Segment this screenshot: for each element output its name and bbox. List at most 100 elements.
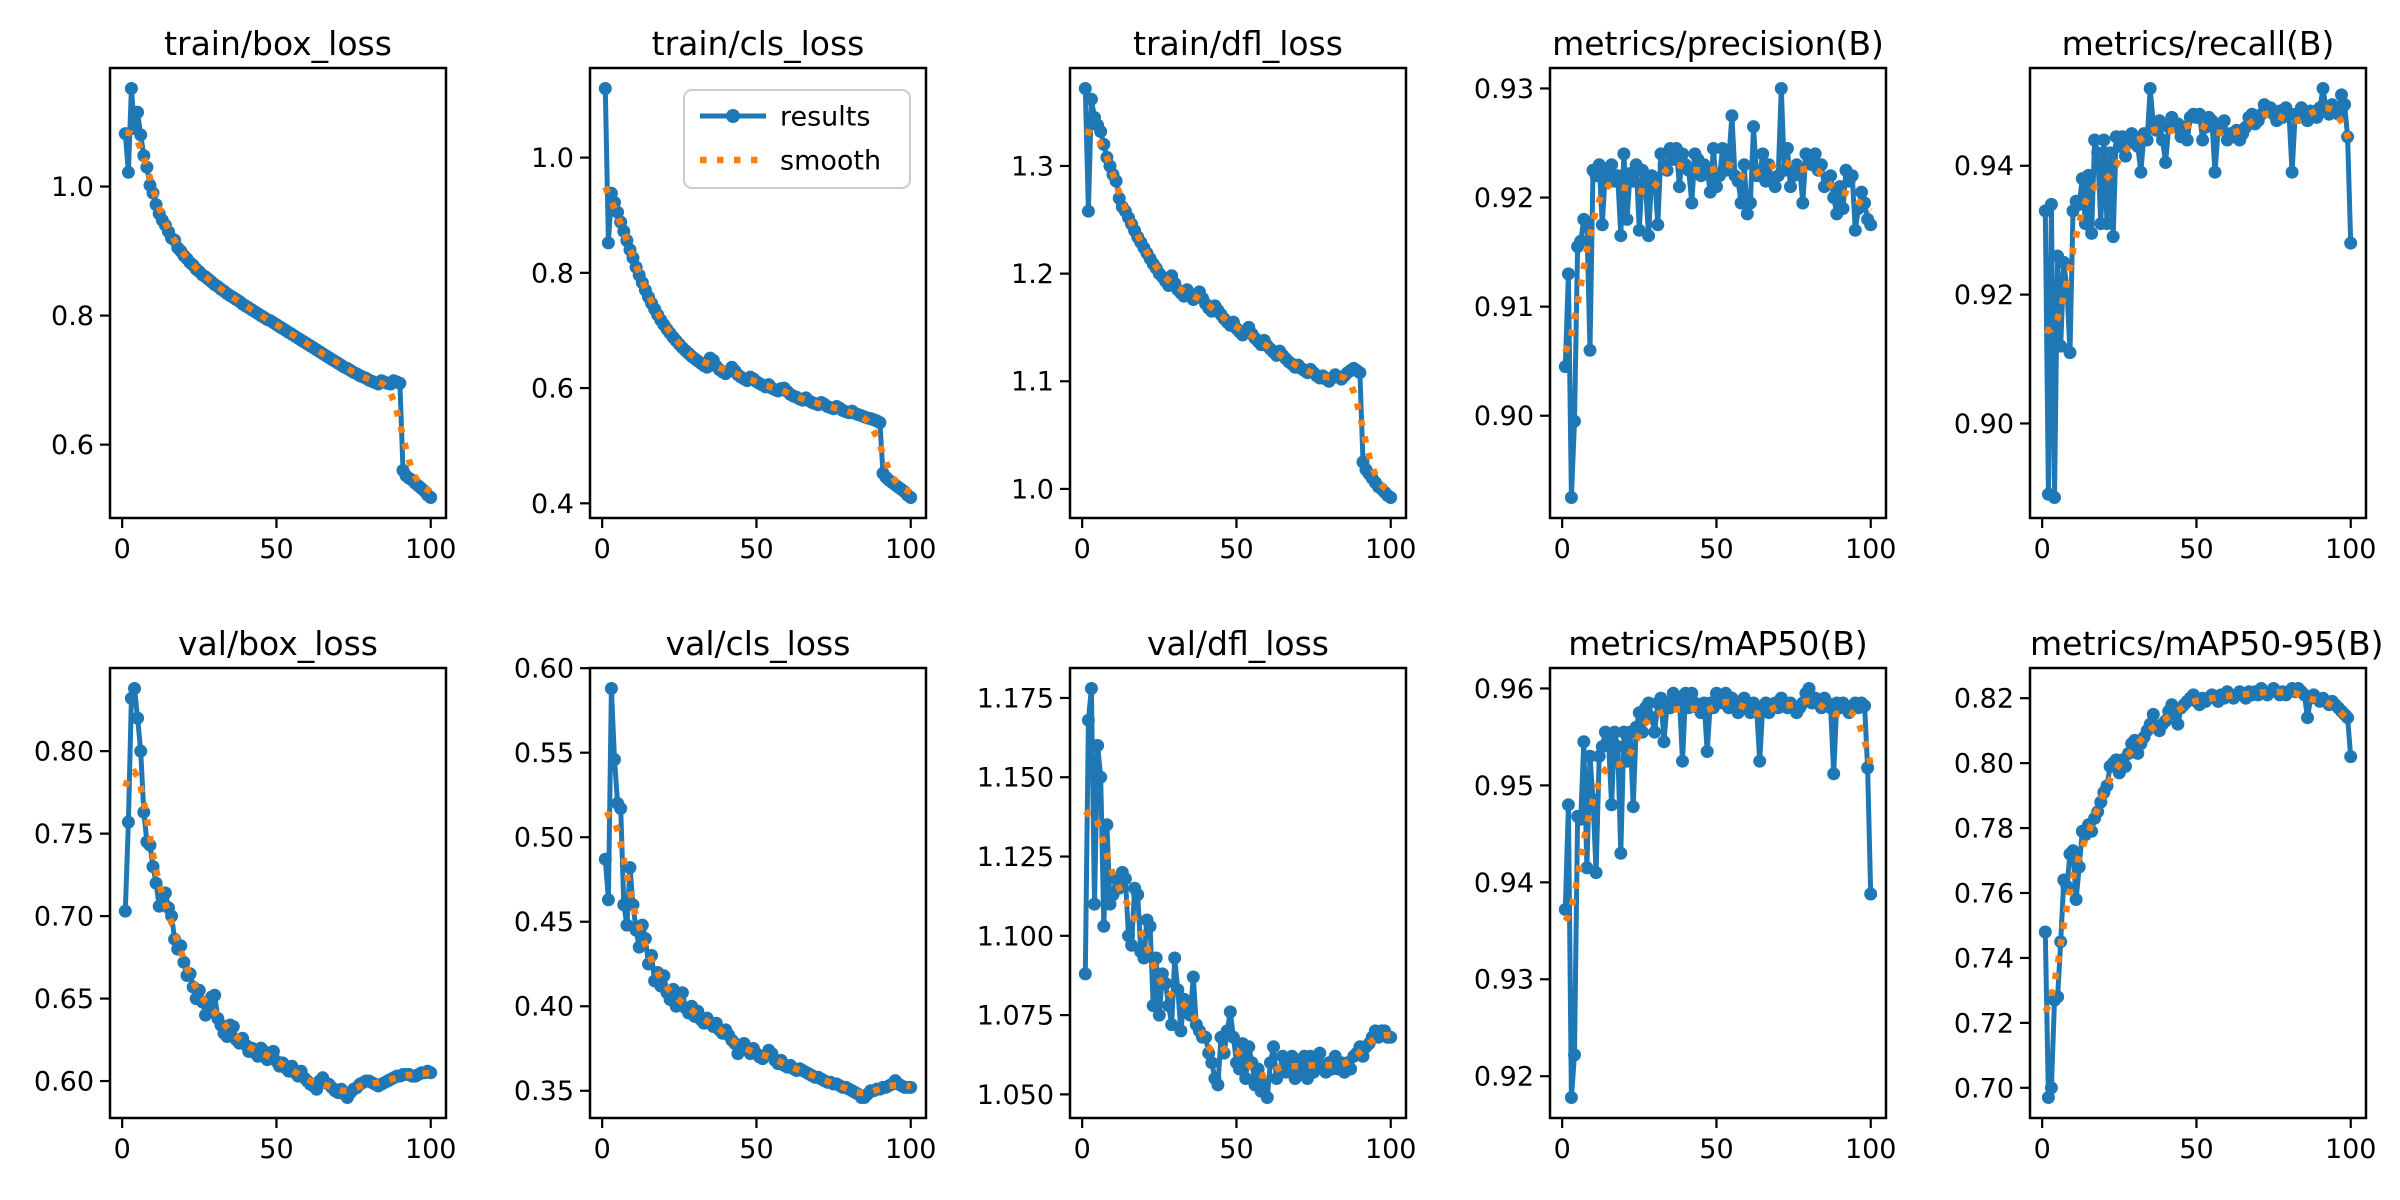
axes-frame xyxy=(588,666,928,1120)
axes-frame xyxy=(1068,66,1408,520)
results-line xyxy=(2042,86,2354,500)
y-tick-label: 0.96 xyxy=(1474,674,1534,705)
y-axis-ticks: 0.60 0.65 0.70 0.75 0.80 xyxy=(34,737,110,1097)
x-axis-ticks: 0 50 100 xyxy=(114,1118,457,1165)
y-tick-label: 1.1 xyxy=(1011,367,1054,398)
subplot-title: val/dfl_loss xyxy=(1146,624,1329,663)
legend-label-smooth: smooth xyxy=(780,145,881,176)
y-tick-label: 1.125 xyxy=(977,842,1054,873)
subplot-title: train/box_loss xyxy=(164,24,392,63)
smooth-line xyxy=(122,768,432,1095)
y-axis-ticks: 0.4 0.6 0.8 1.0 xyxy=(531,143,590,520)
axes-frame xyxy=(2028,666,2368,1120)
x-axis-ticks: 0 50 100 xyxy=(2034,1118,2377,1165)
y-tick-label: 1.175 xyxy=(977,683,1054,714)
x-tick-label: 50 xyxy=(1699,1134,1733,1165)
subplot-val-cls-loss: val/cls_loss 0.35 0.40 0.45 0.50 0.55 0.60 0 50… xyxy=(480,600,960,1200)
x-tick-label: 100 xyxy=(1365,1134,1417,1165)
subplot-train-dfl-loss: train/dfl_loss 1.0 1.1 1.2 1.3 0 50 100 xyxy=(960,0,1440,600)
y-tick-label: 0.60 xyxy=(34,1066,94,1097)
x-axis-ticks: 0 50 100 xyxy=(594,1118,937,1165)
y-tick-label: 1.0 xyxy=(51,172,94,203)
x-tick-label: 0 xyxy=(114,1134,131,1165)
axes-frame xyxy=(1548,66,1888,520)
x-axis-ticks: 0 50 100 xyxy=(114,518,457,565)
results-markers xyxy=(1078,82,1398,504)
x-tick-label: 50 xyxy=(2179,1134,2213,1165)
x-tick-label: 0 xyxy=(1554,1134,1571,1165)
subplot-title: metrics/recall(B) xyxy=(2061,24,2335,63)
y-tick-label: 0.94 xyxy=(1954,151,2014,182)
subplot-val-dfl-loss: val/dfl_loss 1.050 1.075 1.100 1.125 1.150 1.… xyxy=(960,600,1440,1200)
x-tick-label: 100 xyxy=(1845,534,1897,565)
x-tick-label: 0 xyxy=(1554,534,1571,565)
plot-canvas: 0.35 0.40 0.45 0.50 0.55 0.60 0 50 100 xyxy=(514,654,937,1165)
smooth-line xyxy=(125,129,433,495)
y-axis-ticks: 0.6 0.8 1.0 xyxy=(51,172,110,461)
results-markers xyxy=(598,682,918,1104)
plot-canvas: 0.6 0.8 1.0 0 50 100 xyxy=(51,66,457,565)
y-tick-label: 0.82 xyxy=(1954,684,2014,715)
y-tick-label: 0.8 xyxy=(531,258,574,289)
y-tick-label: 0.90 xyxy=(1474,401,1534,432)
smooth-line xyxy=(1084,128,1393,495)
x-axis-ticks: 0 50 100 xyxy=(1074,1118,1417,1165)
y-tick-label: 1.2 xyxy=(1011,259,1054,290)
y-tick-label: 0.50 xyxy=(514,823,574,854)
y-tick-label: 0.94 xyxy=(1474,868,1534,899)
y-tick-label: 1.150 xyxy=(977,763,1054,794)
x-tick-label: 100 xyxy=(405,1134,457,1165)
y-tick-label: 0.92 xyxy=(1474,183,1534,214)
subplot-title: metrics/mAP50(B) xyxy=(1568,624,1868,663)
y-tick-label: 0.70 xyxy=(1954,1073,2014,1104)
plot-canvas: 0.4 0.6 0.8 1.0 0 50 100 results smooth xyxy=(531,66,937,565)
results-markers xyxy=(118,82,438,504)
y-tick-label: 0.80 xyxy=(34,737,94,768)
y-tick-label: 1.075 xyxy=(977,1001,1054,1032)
y-tick-label: 0.80 xyxy=(1954,749,2014,780)
plot-canvas: 0.90 0.91 0.92 0.93 0 50 100 xyxy=(1474,66,1897,565)
results-markers xyxy=(2038,82,2358,504)
axes-frame xyxy=(2028,66,2368,520)
y-tick-label: 0.93 xyxy=(1474,965,1534,996)
subplot-train-cls-loss: train/cls_loss 0.4 0.6 0.8 1.0 0 50 100 results… xyxy=(480,0,960,600)
y-tick-label: 0.76 xyxy=(1954,878,2014,909)
x-tick-label: 100 xyxy=(885,534,937,565)
results-line xyxy=(122,86,433,500)
y-tick-label: 0.93 xyxy=(1474,74,1534,105)
y-tick-label: 0.78 xyxy=(1954,814,2014,845)
y-tick-label: 0.60 xyxy=(514,654,574,685)
y-tick-label: 0.72 xyxy=(1954,1008,2014,1039)
y-tick-label: 0.92 xyxy=(1474,1062,1534,1093)
results-markers xyxy=(118,682,438,1104)
y-tick-label: 0.45 xyxy=(514,907,574,938)
axes-frame xyxy=(108,666,448,1120)
x-tick-label: 50 xyxy=(259,534,293,565)
y-tick-label: 0.8 xyxy=(51,301,94,332)
y-tick-label: 0.65 xyxy=(34,984,94,1015)
plot-canvas: 1.050 1.075 1.100 1.125 1.150 1.175 0 50 100 xyxy=(977,666,1417,1165)
x-tick-label: 0 xyxy=(2034,1134,2051,1165)
legend: results smooth xyxy=(683,89,911,189)
x-axis-ticks: 0 50 100 xyxy=(2034,518,2377,565)
results-markers xyxy=(598,82,918,504)
smooth-line xyxy=(603,810,912,1097)
x-tick-label: 100 xyxy=(885,1134,937,1165)
smooth-line xyxy=(1083,809,1391,1079)
plot-canvas: 0.60 0.65 0.70 0.75 0.80 0 50 100 xyxy=(34,666,457,1165)
smooth-line xyxy=(2044,104,2354,334)
results-markers xyxy=(1558,682,1878,1104)
plot-canvas: 0.92 0.93 0.94 0.95 0.96 0 50 100 xyxy=(1474,666,1897,1165)
subplot-metrics-map50-95: metrics/mAP50-95(B) 0.70 0.72 0.74 0.76 0.78… xyxy=(1920,600,2400,1200)
legend-label-results: results xyxy=(780,101,870,132)
x-tick-label: 50 xyxy=(739,534,773,565)
y-tick-label: 1.0 xyxy=(1011,474,1054,505)
y-axis-ticks: 0.70 0.72 0.74 0.76 0.78 0.80 0.82 xyxy=(1954,684,2030,1104)
y-tick-label: 0.6 xyxy=(531,374,574,405)
x-tick-label: 100 xyxy=(1365,534,1417,565)
y-tick-label: 0.40 xyxy=(514,992,574,1023)
y-tick-label: 0.70 xyxy=(34,902,94,933)
subplot-metrics-precision: metrics/precision(B) 0.90 0.91 0.92 0.93 0 50… xyxy=(1440,0,1920,600)
x-tick-label: 0 xyxy=(1074,1134,1091,1165)
